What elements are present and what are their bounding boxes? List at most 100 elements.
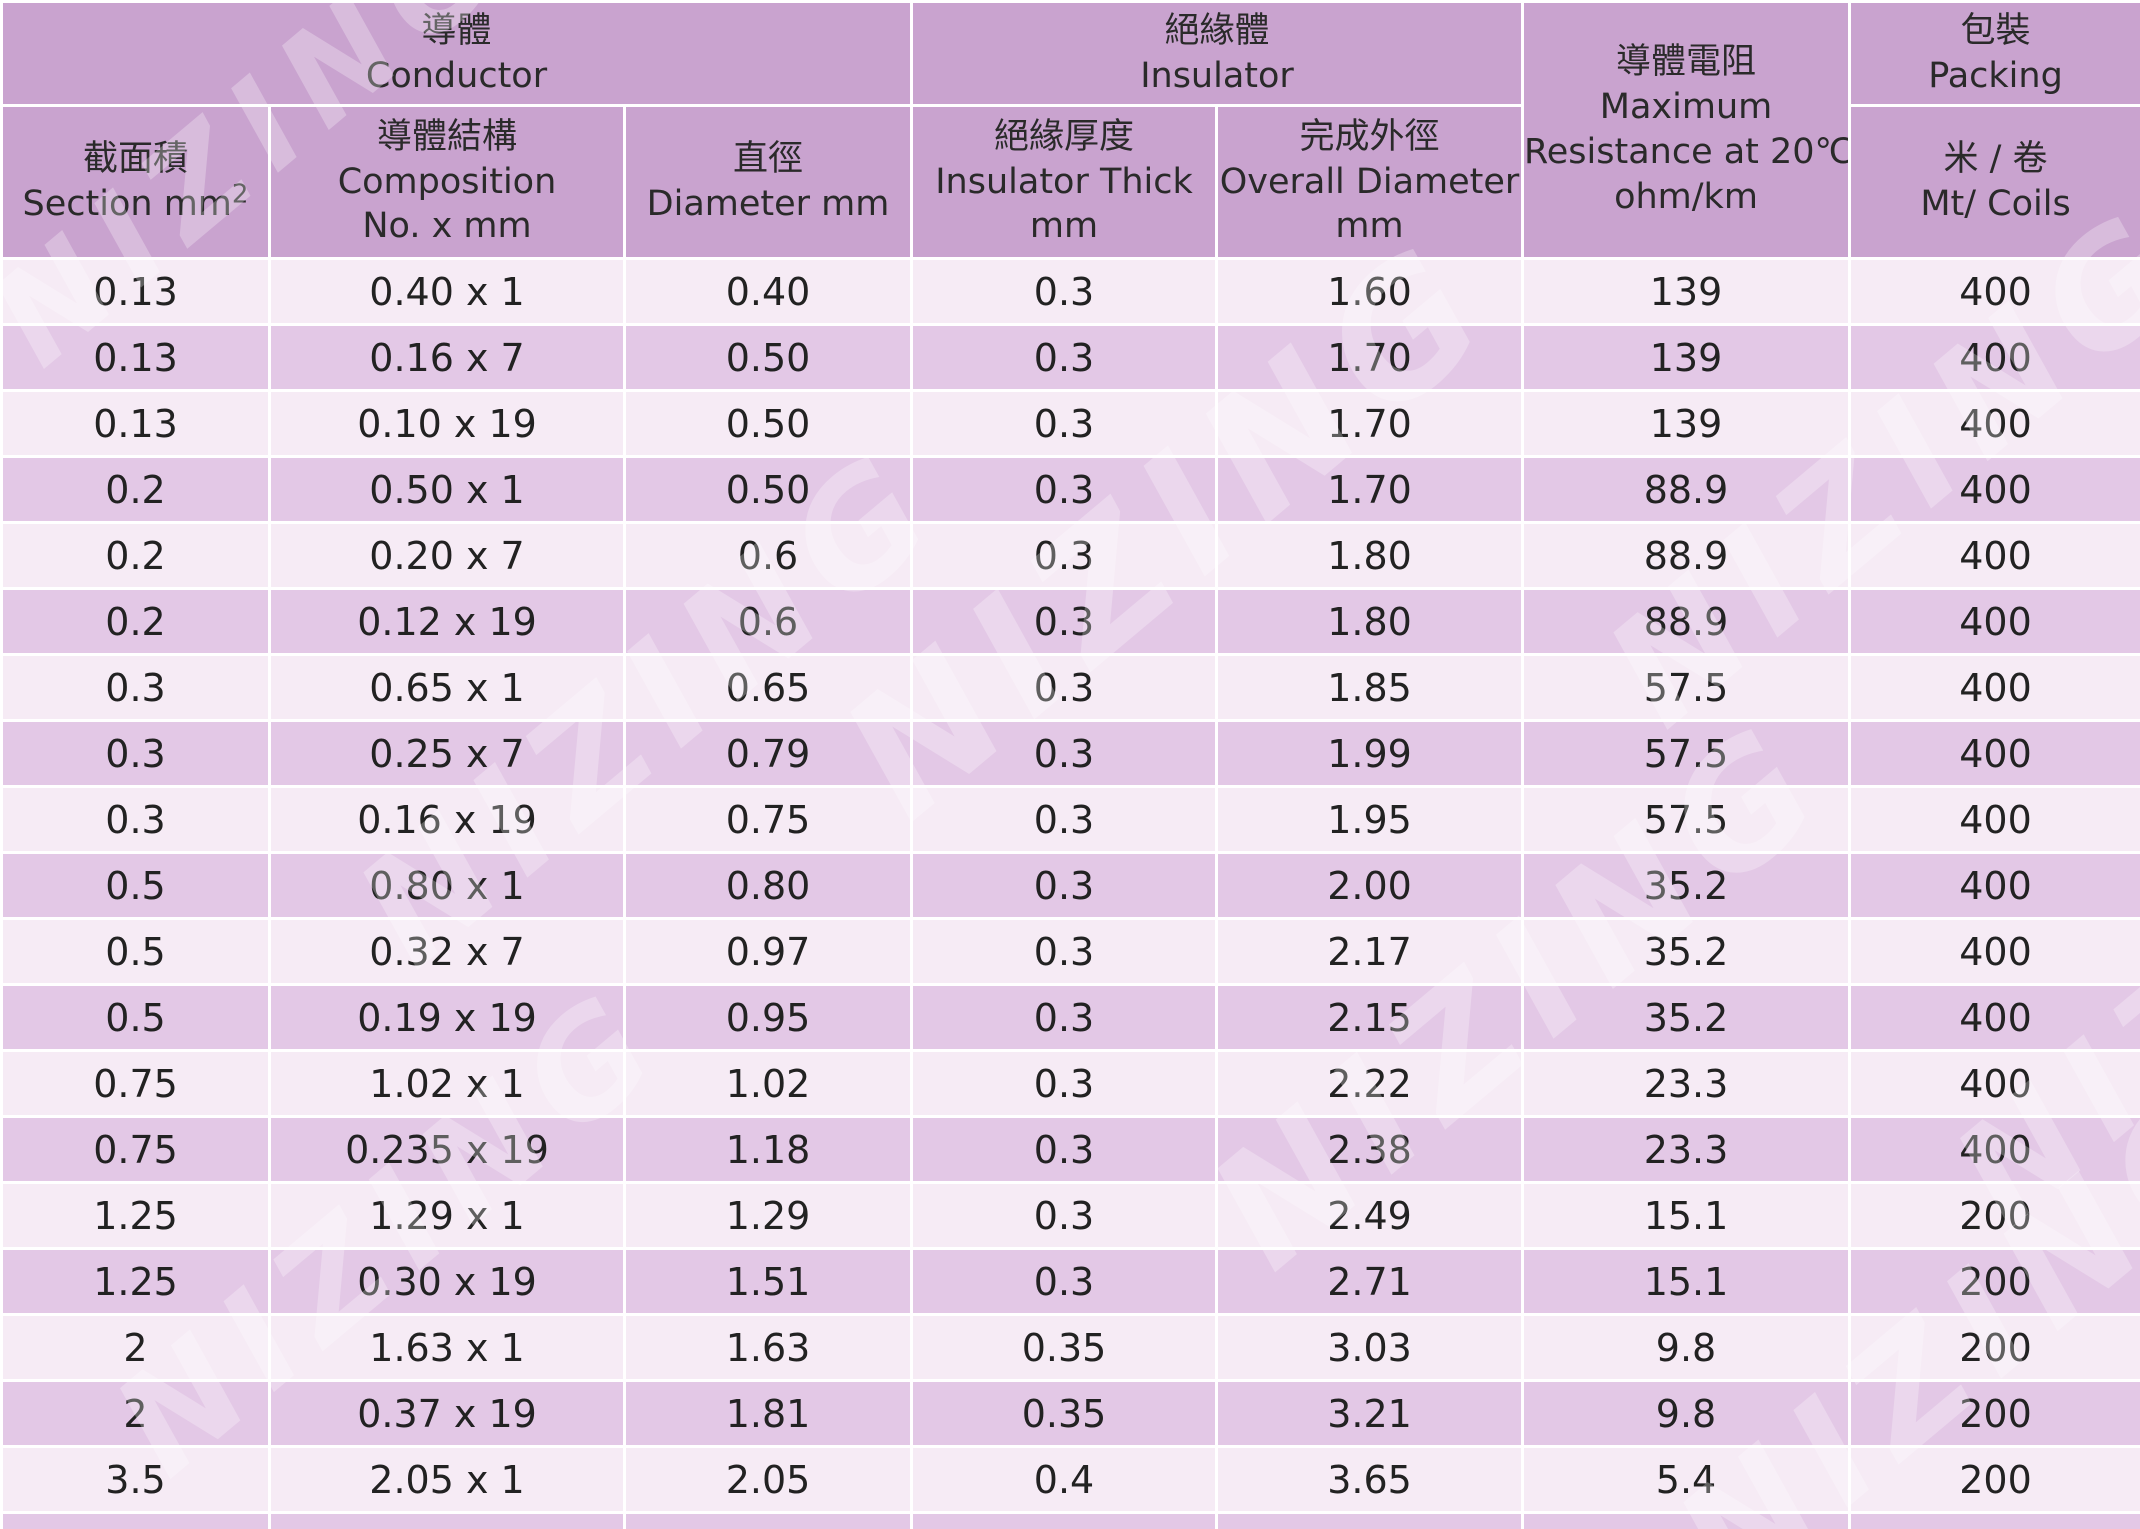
cell-coils: 200 — [1848, 1247, 2140, 1316]
cell-section: 0.2 — [0, 587, 271, 656]
cell-section: 0.5 — [0, 851, 271, 920]
header-insulator-zh: 絕緣體 — [1164, 10, 1270, 51]
cell-composition: 0.16 x 19 — [268, 785, 626, 854]
cell-resistance: 9.8 — [1521, 1379, 1851, 1448]
cell-resistance: 139 — [1521, 389, 1851, 458]
cell-section: 0.13 — [0, 323, 271, 392]
cell-insulator-thick: 0.3 — [910, 455, 1218, 524]
cell-insulator-thick: 0.3 — [910, 653, 1218, 722]
cell-diameter: 1.51 — [623, 1247, 913, 1316]
header-conductor-zh: 導體 — [421, 10, 492, 51]
header-section-zh: 截面積 — [82, 139, 188, 180]
cell-resistance: 139 — [1521, 323, 1851, 392]
cell-composition: 0.30 x 19 — [268, 1247, 626, 1316]
cell-diameter: 0.6 — [623, 587, 913, 656]
header-insulator: 絕緣體 Insulator — [910, 0, 1524, 107]
cell-composition: 0.40 x 1 — [268, 257, 626, 326]
cell-resistance: 57.5 — [1521, 653, 1851, 722]
cell-overall-diameter: 4.00 — [1215, 1511, 1524, 1529]
cell-coils: 200 — [1848, 1379, 2140, 1448]
header-composition: 導體結構 Composition No. x mm — [268, 104, 626, 260]
cell-composition: 1.02 x 1 — [268, 1049, 626, 1118]
table-row: 1.25 0.30 x 19 1.51 0.3 2.71 15.1 200 — [0, 1247, 2140, 1316]
cell-section: 0.5 — [0, 917, 271, 986]
cell-coils: 400 — [1848, 521, 2140, 590]
cell-diameter: 1.63 — [623, 1313, 913, 1382]
cell-resistance: 9.8 — [1521, 1313, 1851, 1382]
cell-composition: 0.235 x 19 — [268, 1115, 626, 1184]
table-row: 0.75 0.235 x 19 1.18 0.3 2.38 23.3 400 — [0, 1115, 2140, 1184]
header-overall-diameter-en2: mm — [1335, 206, 1404, 247]
cell-diameter: 0.40 — [623, 257, 913, 326]
cell-composition: 1.63 x 1 — [268, 1313, 626, 1382]
cell-coils: 400 — [1848, 455, 2140, 524]
cell-composition: 0.45 x 19 — [268, 1511, 626, 1529]
cell-section: 0.75 — [0, 1115, 271, 1184]
cell-section: 1.25 — [0, 1181, 271, 1250]
cell-insulator-thick: 0.3 — [910, 1049, 1218, 1118]
table-header: 導體 Conductor 絕緣體 Insulator 導體電阻 Maximum … — [0, 0, 2140, 260]
cell-section: 0.3 — [0, 785, 271, 854]
cell-insulator-thick: 0.3 — [910, 1181, 1218, 1250]
cell-section: 3.5 — [0, 1511, 271, 1529]
cell-overall-diameter: 1.99 — [1215, 719, 1524, 788]
table-row: 0.13 0.10 x 19 0.50 0.3 1.70 139 400 — [0, 389, 2140, 458]
cell-composition: 0.80 x 1 — [268, 851, 626, 920]
cell-insulator-thick: 0.3 — [910, 785, 1218, 854]
cell-coils: 400 — [1848, 257, 2140, 326]
cell-overall-diameter: 1.95 — [1215, 785, 1524, 854]
header-diameter-zh: 直徑 — [732, 139, 803, 180]
table-row: 1.25 1.29 x 1 1.29 0.3 2.49 15.1 200 — [0, 1181, 2140, 1250]
cell-coils: 400 — [1848, 1115, 2140, 1184]
header-insulator-thick-en2: mm — [1029, 206, 1099, 247]
table-row: 0.5 0.19 x 19 0.95 0.3 2.15 35.2 400 — [0, 983, 2140, 1052]
table-row: 0.2 0.12 x 19 0.6 0.3 1.80 88.9 400 — [0, 587, 2140, 656]
cell-composition: 0.50 x 1 — [268, 455, 626, 524]
cell-resistance: 35.2 — [1521, 983, 1851, 1052]
header-insulator-en: Insulator — [1140, 55, 1294, 96]
cell-overall-diameter: 2.38 — [1215, 1115, 1524, 1184]
header-diameter: 直徑 Diameter mm — [623, 104, 913, 260]
cell-overall-diameter: 3.21 — [1215, 1379, 1524, 1448]
cell-overall-diameter: 1.80 — [1215, 587, 1524, 656]
cell-section: 0.13 — [0, 389, 271, 458]
header-overall-diameter-zh: 完成外徑 — [1299, 116, 1440, 157]
cell-overall-diameter: 1.60 — [1215, 257, 1524, 326]
header-insulator-thick-zh: 絕緣厚度 — [993, 116, 1134, 157]
cell-composition: 0.25 x 7 — [268, 719, 626, 788]
cell-overall-diameter: 2.71 — [1215, 1247, 1524, 1316]
table-row: 0.13 0.40 x 1 0.40 0.3 1.60 139 400 — [0, 257, 2140, 326]
table-row: 0.2 0.20 x 7 0.6 0.3 1.80 88.9 400 — [0, 521, 2140, 590]
cell-coils: 400 — [1848, 851, 2140, 920]
header-composition-zh: 導體結構 — [376, 116, 517, 157]
table-row: 0.2 0.50 x 1 0.50 0.3 1.70 88.9 400 — [0, 455, 2140, 524]
cell-diameter: 1.02 — [623, 1049, 913, 1118]
cell-section: 2 — [0, 1313, 271, 1382]
cell-resistance: 88.9 — [1521, 521, 1851, 590]
header-coils-en: Mt/ Coils — [1920, 184, 2071, 224]
table-row: 0.5 0.32 x 7 0.97 0.3 2.17 35.2 400 — [0, 917, 2140, 986]
table-row: 0.13 0.16 x 7 0.50 0.3 1.70 139 400 — [0, 323, 2140, 392]
cell-composition: 0.20 x 7 — [268, 521, 626, 590]
cell-overall-diameter: 1.70 — [1215, 389, 1524, 458]
cell-coils: 200 — [1848, 1181, 2140, 1250]
table-row: 0.75 1.02 x 1 1.02 0.3 2.22 23.3 400 — [0, 1049, 2140, 1118]
cell-resistance: 23.3 — [1521, 1049, 1851, 1118]
cell-diameter: 1.29 — [623, 1181, 913, 1250]
cell-section: 0.2 — [0, 521, 271, 590]
cell-section: 0.5 — [0, 983, 271, 1052]
cell-insulator-thick: 0.3 — [910, 587, 1218, 656]
header-insulator-thick-en1: Insulator Thick — [935, 161, 1193, 202]
cell-resistance: 35.2 — [1521, 851, 1851, 920]
header-coils: 米 / 卷 Mt/ Coils — [1848, 104, 2140, 260]
header-resistance: 導體電阻 Maximum Resistance at 20℃ ohm/km — [1521, 0, 1851, 260]
cell-resistance: 139 — [1521, 257, 1851, 326]
table-body: 0.13 0.40 x 1 0.40 0.3 1.60 139 400 0.13 0.16 x … — [0, 257, 2140, 1529]
cell-diameter: 0.79 — [623, 719, 913, 788]
header-conductor-en: Conductor — [365, 55, 548, 96]
header-composition-en2: No. x mm — [362, 206, 532, 247]
cell-resistance: 35.2 — [1521, 917, 1851, 986]
cell-section: 0.3 — [0, 719, 271, 788]
cell-diameter: 1.81 — [623, 1379, 913, 1448]
header-section-en: Section mm2 — [22, 179, 249, 224]
